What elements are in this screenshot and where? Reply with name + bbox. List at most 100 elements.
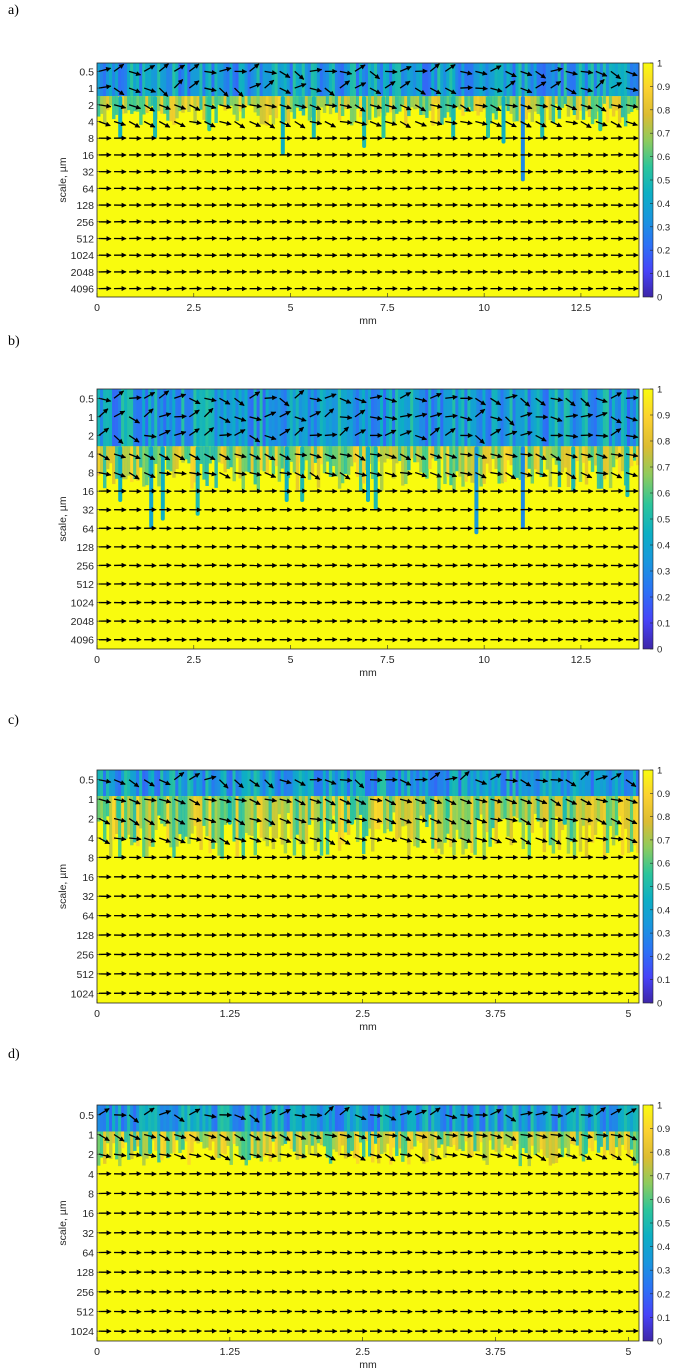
phase-arrow [234, 87, 244, 97]
phase-arrow [354, 120, 368, 126]
phase-arrow [550, 777, 564, 783]
phase-arrow [113, 1152, 127, 1158]
heatmap-cell [599, 1105, 604, 1132]
heatmap-cell [340, 770, 345, 797]
heatmap-cell [455, 796, 459, 830]
heatmap-cell [539, 63, 544, 97]
heatmap-cell [554, 389, 559, 447]
phase-arrow [128, 1133, 141, 1140]
heatmap-cell [602, 1105, 607, 1132]
heatmap-cell [277, 63, 282, 97]
y-tick-label: 256 [76, 949, 94, 961]
heatmap-cell [190, 389, 194, 447]
heatmap-cell [512, 1105, 516, 1132]
heatmap-cell [614, 1105, 619, 1132]
y-tick-label: 16 [82, 150, 94, 162]
heatmap-cell [247, 446, 251, 473]
heatmap-cell [590, 389, 595, 447]
axes-frame [96, 388, 640, 650]
heatmap-cell [389, 96, 393, 113]
phase-arrow [595, 817, 607, 825]
heatmap-cell [232, 96, 236, 115]
phase-arrow [234, 416, 247, 422]
heatmap-cell [322, 389, 327, 447]
heatmap-cell [446, 770, 450, 797]
phase-arrow [399, 817, 412, 824]
heatmap-cell [187, 1105, 191, 1132]
heatmap-cell [265, 1131, 270, 1154]
heatmap-cell [506, 446, 510, 461]
heatmap-cell [232, 63, 236, 97]
phase-arrow [505, 1114, 517, 1122]
phase-arrow [580, 837, 593, 843]
heatmap-cell [322, 1131, 327, 1147]
phase-arrow [264, 79, 275, 89]
heatmap-cell [524, 63, 528, 97]
heatmap-cell [250, 1105, 254, 1132]
phase-arrow [414, 87, 426, 95]
phase-arrow [309, 1133, 322, 1140]
phase-arrow [625, 103, 639, 109]
heatmap-cell [431, 63, 435, 97]
heatmap-cell [566, 389, 571, 447]
heatmap-cell [181, 389, 185, 447]
heatmap-cell [503, 1105, 507, 1132]
heatmap-cell [205, 770, 209, 797]
phase-arrow [173, 64, 186, 72]
heatmap-cell [497, 63, 501, 97]
heatmap-cell [521, 389, 525, 447]
heatmap-cell [355, 389, 360, 447]
phase-arrow [113, 410, 126, 418]
heatmap-cell [331, 63, 336, 97]
phase-arrow [174, 470, 187, 476]
phase-arrow [204, 453, 216, 461]
heatmap-cell [512, 389, 516, 447]
phase-arrow [595, 104, 607, 112]
phase-arrow [264, 434, 277, 441]
phase-arrow [474, 408, 486, 418]
phase-arrow [369, 471, 383, 477]
heatmap-cell [295, 1131, 300, 1160]
heatmap-cell [322, 63, 327, 97]
heatmap-cell [187, 1131, 191, 1165]
phase-arrow [98, 408, 109, 418]
phase-arrow [279, 471, 293, 476]
phase-arrow [188, 409, 200, 418]
phase-arrow [98, 427, 110, 436]
heatmap-cell [386, 63, 390, 97]
heatmap-cell [491, 770, 495, 797]
heatmap-cell [521, 796, 525, 850]
heatmap-streak [501, 96, 506, 144]
heatmap-cell [289, 1105, 294, 1132]
heatmap-cell [542, 96, 547, 127]
colorbar-tick-label: 1 [657, 1101, 662, 1112]
heatmap-cell [328, 770, 333, 797]
heatmap-cell [109, 1105, 113, 1132]
heatmap-cell [434, 446, 438, 461]
heatmap-cell [560, 1131, 565, 1158]
heatmap-streak [362, 96, 367, 148]
heatmap-cell [497, 389, 501, 447]
phase-arrow [309, 410, 322, 418]
phase-arrow [580, 104, 593, 110]
phase-arrow [520, 1110, 533, 1116]
heatmap-cell [139, 389, 143, 447]
heatmap-cell [253, 389, 257, 447]
heatmap-cell [247, 770, 251, 797]
heatmap-cell [340, 63, 345, 97]
heatmap-cell [443, 96, 447, 118]
heatmap-cell [109, 63, 113, 97]
phase-arrow [113, 836, 127, 842]
panel-letter: b) [8, 334, 20, 349]
heatmap-cell [467, 1131, 471, 1158]
phase-arrow [384, 397, 398, 403]
heatmap-cell [217, 1131, 221, 1159]
heatmap-cell [130, 770, 134, 797]
heatmap-cell [184, 1105, 188, 1132]
heatmap-cell [130, 446, 134, 483]
phase-arrow [490, 773, 502, 781]
heatmap-cell [368, 796, 372, 829]
heatmap-cell [449, 96, 453, 118]
heatmap-cell [527, 96, 531, 113]
